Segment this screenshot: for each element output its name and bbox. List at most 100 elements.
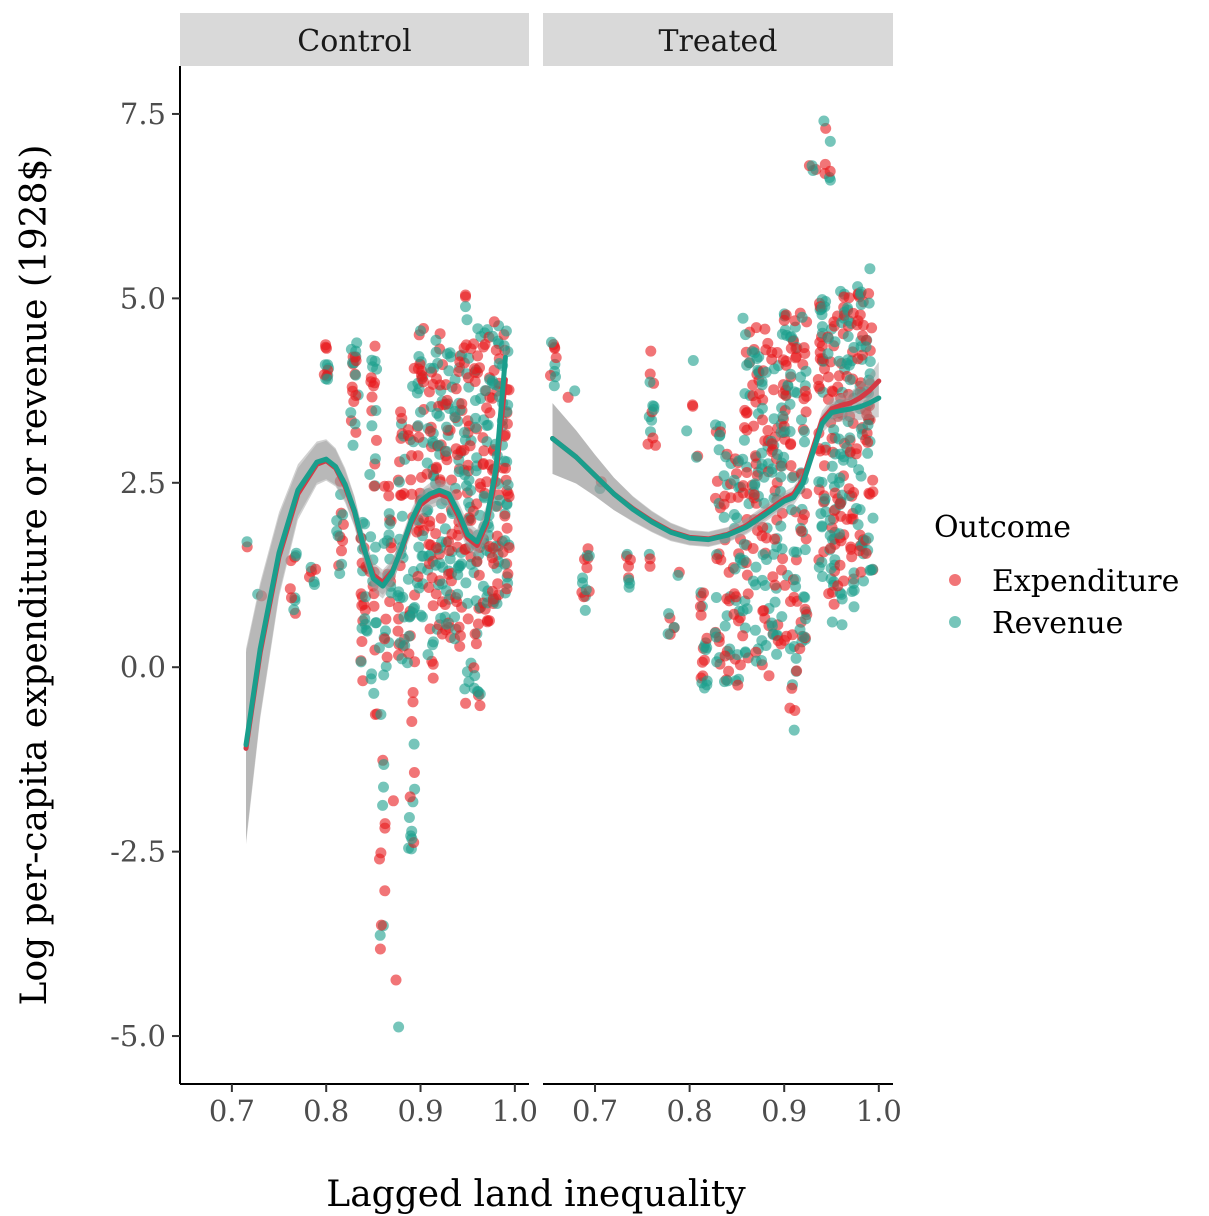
revenue-point [785, 643, 796, 655]
revenue-point [577, 572, 589, 584]
revenue-point [836, 588, 848, 600]
expenditure-point [439, 599, 451, 610]
expenditure-point [427, 600, 439, 612]
revenue-smooth-line [550, 395, 882, 543]
revenue-point [393, 476, 405, 488]
revenue-point [406, 833, 418, 845]
expenditure-point [867, 474, 879, 486]
revenue-point [384, 518, 396, 530]
expenditure-point [718, 498, 730, 510]
revenue-point [710, 592, 722, 603]
x-tick-label: 0.9 [761, 1094, 807, 1128]
revenue-point [806, 160, 818, 172]
revenue-point [458, 427, 470, 438]
x-tick-label: 1.0 [856, 1094, 902, 1128]
revenue-point [479, 385, 491, 397]
revenue-point [377, 799, 389, 811]
expenditure-point [320, 339, 332, 351]
revenue-point [822, 348, 834, 360]
revenue-point [368, 687, 380, 699]
expenditure-point [392, 625, 404, 637]
revenue-point [864, 263, 876, 275]
revenue-point [662, 628, 674, 640]
revenue-point [825, 562, 837, 574]
expenditure-point [286, 592, 297, 604]
expenditure-point [698, 654, 710, 666]
revenue-point [378, 781, 389, 793]
revenue-point [482, 419, 494, 431]
revenue-point [404, 610, 416, 622]
revenue-point [798, 426, 810, 437]
expenditure-point [383, 480, 394, 492]
expenditure-point [381, 651, 393, 663]
expenditure-point [794, 643, 806, 655]
smooth-treated [550, 361, 882, 547]
revenue-point [841, 358, 853, 369]
expenditure-point [284, 583, 296, 595]
revenue-point [858, 575, 869, 587]
revenue-point [481, 436, 493, 448]
y-tick-label: 2.5 [120, 466, 166, 500]
x-tick-label: 0.8 [303, 1094, 349, 1128]
revenue-point [833, 433, 845, 445]
revenue-point [378, 759, 390, 770]
facet-strip-treated: Treated [543, 13, 893, 66]
revenue-point [738, 554, 750, 566]
expenditure-point [368, 588, 380, 600]
points-treated [545, 115, 879, 736]
expenditure-point [777, 553, 789, 565]
expenditure-point [834, 498, 846, 510]
expenditure-point [776, 564, 787, 576]
revenue-point [252, 588, 264, 600]
revenue-point [394, 637, 406, 649]
revenue-point [427, 639, 438, 651]
revenue-point [350, 345, 362, 357]
revenue-point [392, 590, 404, 602]
expenditure-point [356, 636, 368, 647]
expenditure-point [581, 562, 593, 574]
revenue-point [644, 376, 656, 388]
expenditure-point [855, 566, 867, 578]
expenditure-point [458, 342, 470, 354]
facet-strip-control: Control [180, 13, 529, 66]
revenue-point [430, 346, 442, 358]
revenue-point [833, 528, 845, 540]
revenue-point [826, 460, 838, 472]
expenditure-point [737, 487, 749, 499]
revenue-point [413, 541, 425, 553]
revenue-point [741, 359, 753, 371]
revenue-point [758, 471, 770, 483]
expenditure-point [379, 633, 391, 645]
expenditure-point [477, 459, 489, 470]
expenditure-point [481, 476, 493, 488]
expenditure-point [843, 292, 855, 304]
revenue-point [579, 604, 591, 616]
expenditure-point [464, 440, 476, 452]
expenditure-point [427, 658, 439, 670]
revenue-confidence-ribbon [552, 378, 879, 547]
expenditure-point [369, 340, 381, 352]
revenue-point [474, 509, 486, 521]
legend-item-revenue: Revenue [949, 606, 1123, 641]
revenue-point [365, 531, 377, 543]
expenditure-point [473, 569, 485, 581]
expenditure-point [732, 679, 744, 691]
expenditure-point [472, 618, 484, 630]
revenue-point [784, 426, 796, 437]
expenditure-point [356, 600, 368, 611]
revenue-point [459, 469, 471, 481]
revenue-point [478, 490, 490, 502]
expenditure-point [813, 484, 825, 496]
expenditure-point [701, 632, 713, 644]
revenue-point [393, 1021, 405, 1033]
expenditure-point [750, 322, 762, 334]
expenditure-point [379, 885, 391, 897]
expenditure-point [441, 394, 453, 406]
revenue-point [580, 584, 592, 596]
revenue-point [777, 410, 789, 422]
expenditure-point [396, 489, 407, 501]
x-tick-label: 1.0 [492, 1094, 538, 1128]
revenue-point [583, 550, 595, 562]
revenue-point [766, 466, 778, 478]
